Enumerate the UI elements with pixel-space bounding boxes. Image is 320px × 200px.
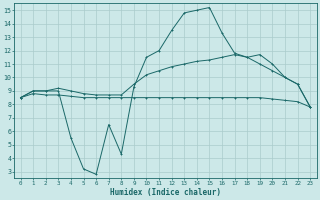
X-axis label: Humidex (Indice chaleur): Humidex (Indice chaleur) bbox=[110, 188, 221, 197]
